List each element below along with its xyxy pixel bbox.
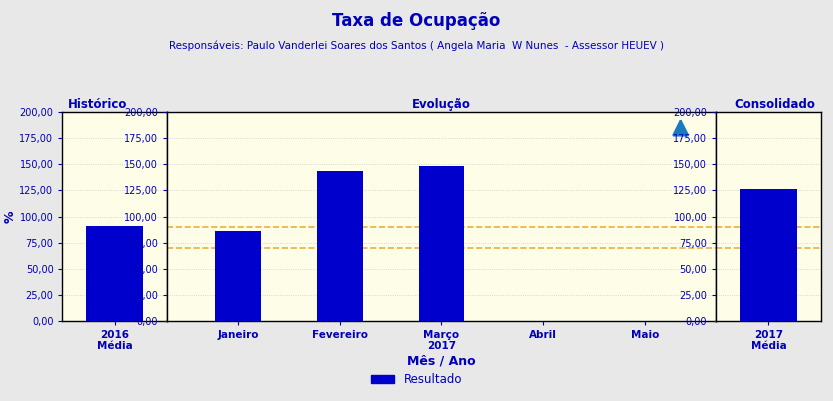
Text: 126,18: 126,18 xyxy=(771,192,781,226)
Bar xyxy=(215,231,261,321)
Text: 143,85: 143,85 xyxy=(340,173,350,207)
Text: 86,00: 86,00 xyxy=(238,233,248,261)
Legend: Resultado: Resultado xyxy=(366,369,467,391)
Text: Taxa de Ocupação: Taxa de Ocupação xyxy=(332,12,501,30)
Bar xyxy=(740,189,797,321)
Bar xyxy=(86,226,143,321)
Text: Consolidado: Consolidado xyxy=(735,98,816,111)
Text: Histórico: Histórico xyxy=(67,98,127,111)
Text: 148,68: 148,68 xyxy=(441,168,451,202)
Text: 90,99: 90,99 xyxy=(117,229,127,257)
Bar xyxy=(419,166,464,321)
Y-axis label: %: % xyxy=(3,210,17,223)
Title: Evolução: Evolução xyxy=(412,98,471,111)
Text: Responsáveis: Paulo Vanderlei Soares dos Santos ( Angela Maria  W Nunes  - Asses: Responsáveis: Paulo Vanderlei Soares dos… xyxy=(169,40,664,51)
Bar xyxy=(317,171,362,321)
X-axis label: Mês / Ano: Mês / Ano xyxy=(407,354,476,367)
